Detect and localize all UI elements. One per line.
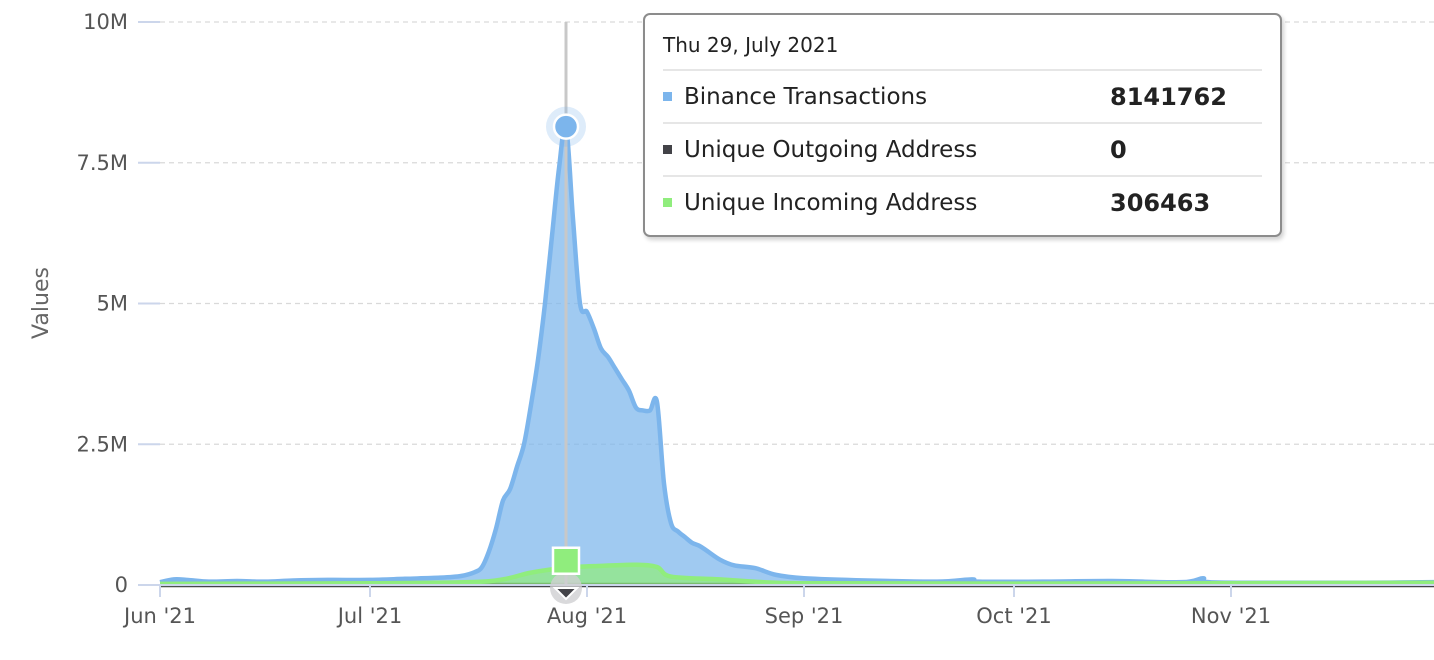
tooltip-row-unique-outgoing-address: Unique Outgoing Address 0: [663, 124, 1262, 177]
tooltip-series-value: 8141762: [1110, 82, 1227, 111]
y-tick-label: 10M: [83, 10, 128, 34]
tooltip-series-name: Unique Incoming Address: [684, 189, 978, 216]
tooltip: Thu 29, July 2021 Binance Transactions 8…: [643, 13, 1282, 237]
x-tick-label: Oct '21: [976, 604, 1051, 628]
tooltip-series-name: Binance Transactions: [684, 83, 928, 110]
marker-unique-incoming-address: [551, 546, 581, 575]
tooltip-row-unique-incoming-address: Unique Incoming Address 306463: [663, 177, 1262, 228]
y-tick-label: 2.5M: [76, 432, 128, 456]
legend-square-icon: [663, 198, 672, 207]
y-tick-label: 5M: [97, 292, 128, 316]
hover-markers: [546, 106, 586, 604]
x-tick-label: Nov '21: [1191, 604, 1271, 628]
legend-square-icon: [663, 92, 672, 101]
marker-binance-transactions: [552, 113, 580, 140]
y-tick-label: 0: [115, 573, 128, 597]
marker-unique-outgoing-address: [552, 587, 580, 601]
tooltip-series-value: 306463: [1110, 188, 1211, 217]
line-unique-incoming-address: [159, 562, 1434, 587]
tooltip-series-name: Unique Outgoing Address: [684, 136, 978, 163]
x-tick-label: Sep '21: [765, 604, 844, 628]
x-tick-label: Jun '21: [122, 604, 196, 628]
y-tick-label: 7.5M: [76, 151, 128, 175]
tooltip-date: Thu 29, July 2021: [663, 15, 1262, 71]
legend-square-icon: [663, 145, 672, 154]
tooltip-series-value: 0: [1110, 135, 1127, 164]
x-tick-label: Jul '21: [336, 604, 403, 628]
x-tick-label: Aug '21: [547, 604, 627, 628]
axes: 0 2.5M 5M 7.5M 10M Jun '21 Jul '21 Aug '21 Sep '…: [76, 10, 1434, 628]
tooltip-row-binance-transactions: Binance Transactions 8141762: [663, 71, 1262, 124]
y-axis-title: Values: [29, 267, 54, 339]
